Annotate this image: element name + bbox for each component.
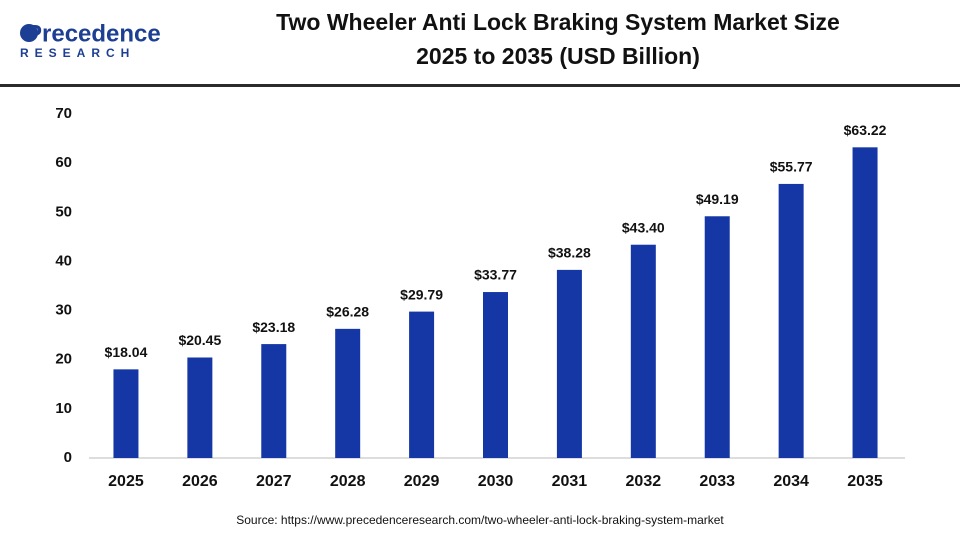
bar	[409, 311, 435, 458]
value-label: $18.04	[105, 344, 148, 360]
y-tick-label: 70	[55, 105, 72, 122]
chart-subtitle: 2025 to 2035 (USD Billion)	[416, 43, 700, 69]
y-tick-label: 40	[55, 252, 72, 269]
x-tick-label: 2034	[773, 473, 809, 490]
value-label: $38.28	[548, 245, 591, 261]
value-label: $23.18	[252, 319, 295, 335]
value-label: $55.77	[770, 159, 813, 175]
bar	[852, 147, 878, 459]
chart-title: Two Wheeler Anti Lock Braking System Mar…	[276, 9, 840, 35]
x-tick-label: 2029	[404, 473, 440, 490]
value-label: $26.28	[326, 304, 369, 320]
logo-name: Precedence	[26, 20, 161, 47]
value-label: $33.77	[474, 267, 517, 283]
logo-tagline: RESEARCH	[20, 46, 135, 60]
y-tick-label: 50	[55, 203, 72, 220]
x-tick-label: 2027	[256, 473, 292, 490]
y-tick-label: 30	[55, 302, 72, 319]
bar	[261, 344, 287, 458]
x-tick-label: 2030	[478, 473, 514, 490]
logo: Precedence RESEARCH	[20, 20, 161, 60]
bar	[630, 244, 656, 458]
bar	[556, 269, 582, 458]
source: Source: https://www.precedenceresearch.c…	[236, 513, 724, 527]
value-label: $20.45	[178, 332, 221, 348]
x-tick-label: 2033	[699, 473, 735, 490]
bar	[704, 216, 730, 458]
bar	[483, 292, 508, 458]
logo-icon	[20, 24, 38, 42]
value-label: $63.22	[844, 122, 887, 138]
y-tick-label: 20	[55, 351, 72, 368]
bar	[778, 183, 804, 458]
x-tick-label: 2026	[182, 473, 218, 490]
x-tick-label: 2032	[626, 473, 662, 490]
value-label: $29.79	[400, 286, 443, 302]
header-rule	[0, 84, 960, 87]
x-tick-label: 2035	[847, 473, 883, 490]
y-tick-label: 0	[64, 449, 72, 466]
x-tick-label: 2028	[330, 473, 366, 490]
value-label: $43.40	[622, 219, 665, 235]
bar	[335, 328, 361, 458]
bar	[113, 369, 139, 458]
y-tick-label: 10	[55, 400, 72, 417]
value-label: $49.19	[696, 191, 739, 207]
x-tick-label: 2031	[552, 473, 588, 490]
bar	[187, 357, 213, 458]
x-tick-label: 2025	[108, 473, 144, 490]
y-tick-label: 60	[55, 154, 72, 171]
